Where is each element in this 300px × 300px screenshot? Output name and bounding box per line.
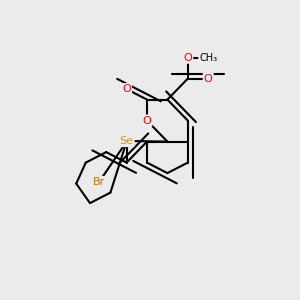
Text: O: O xyxy=(142,116,152,126)
Text: Br: Br xyxy=(93,177,105,187)
Text: Se: Se xyxy=(120,136,134,146)
Text: Br: Br xyxy=(93,177,105,187)
Text: O: O xyxy=(122,84,131,94)
Text: O: O xyxy=(183,52,192,63)
Text: CH₃: CH₃ xyxy=(199,52,217,63)
Text: O: O xyxy=(204,74,213,84)
